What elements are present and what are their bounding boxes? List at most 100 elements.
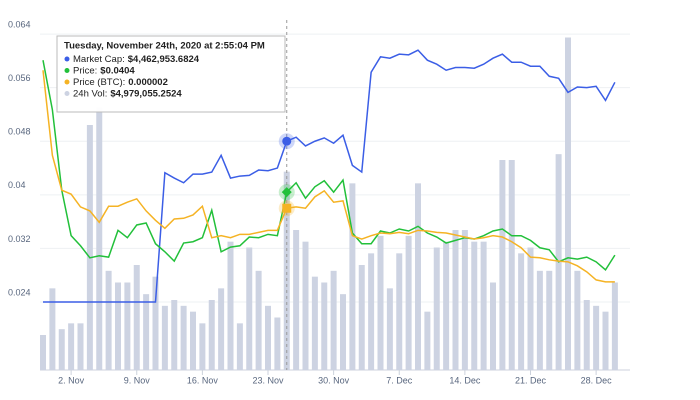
- volume-bar: [518, 253, 525, 370]
- volume-bar: [96, 107, 103, 370]
- y-tick-label: 0.04: [8, 180, 26, 190]
- volume-bar: [283, 171, 290, 370]
- volume-bar: [452, 230, 459, 370]
- tooltip-value: 0.000002: [128, 77, 168, 88]
- tooltip-dot: [64, 79, 70, 85]
- volume-bar: [49, 288, 56, 370]
- volume-bar: [349, 183, 356, 370]
- hover-point: [282, 136, 292, 146]
- volume-bar: [236, 323, 243, 370]
- volume-bar: [227, 241, 234, 370]
- volume-bar: [77, 323, 84, 370]
- tooltip-label: Price (BTC):: [73, 77, 125, 88]
- x-tick-label: 2. Nov: [58, 375, 85, 385]
- volume-bar: [199, 323, 206, 370]
- volume-bar: [105, 270, 112, 370]
- x-tick-label: 16. Nov: [187, 375, 219, 385]
- volume-bar: [358, 265, 365, 370]
- tooltip-title: Tuesday, November 24th, 2020 at 2:55:04 …: [64, 41, 265, 52]
- tooltip-value: $4,462,953.6824: [128, 54, 200, 65]
- volume-bar: [583, 300, 590, 370]
- x-tick-label: 30. Nov: [318, 375, 350, 385]
- tooltip-box: [56, 35, 286, 113]
- volume-bar: [527, 247, 534, 370]
- volume-bar: [246, 247, 253, 370]
- volume-bar: [152, 276, 159, 370]
- y-tick-label: 0.024: [8, 287, 31, 297]
- volume-bar: [396, 253, 403, 370]
- volume-bar: [86, 125, 93, 370]
- volume-bar: [602, 311, 609, 370]
- x-tick-label: 7. Dec: [386, 375, 413, 385]
- volume-bar: [68, 323, 75, 370]
- volume-bar: [377, 235, 384, 370]
- volume-bar: [133, 265, 140, 370]
- volume-bar: [461, 230, 468, 370]
- tooltip-value: $0.0404: [100, 65, 135, 76]
- x-tick-label: 21. Dec: [515, 375, 547, 385]
- hover-point: [281, 187, 292, 198]
- volume-bar: [265, 305, 271, 370]
- volume-bar: [415, 183, 421, 370]
- tooltip-label: 24h Vol:: [73, 88, 107, 99]
- x-tick-label: 28. Dec: [581, 375, 613, 385]
- volume-bar: [574, 270, 581, 370]
- volume-bar: [565, 37, 571, 370]
- y-tick-label: 0.064: [8, 19, 31, 29]
- volume-bar: [180, 305, 187, 370]
- volume-bar: [330, 270, 337, 370]
- volume-bar: [190, 311, 196, 370]
- volume-bar: [311, 276, 318, 370]
- volume-bar: [274, 317, 281, 370]
- line: [43, 49, 616, 303]
- tooltip-value: $4,979,055.2524: [110, 88, 182, 99]
- x-tick-label: 23. Nov: [252, 375, 284, 385]
- tooltip-label: Price:: [73, 65, 97, 76]
- volume-bar: [302, 241, 309, 370]
- y-tick-label: 0.056: [8, 73, 31, 83]
- volume-bar: [424, 311, 431, 370]
- tooltip: Tuesday, November 24th, 2020 at 2:55:04 …: [56, 35, 286, 113]
- volume-bar: [433, 247, 440, 370]
- y-tick-label: 0.048: [8, 127, 31, 137]
- volume-bar: [143, 294, 150, 370]
- volume-bar: [611, 282, 618, 370]
- volume-bar: [499, 160, 506, 370]
- volume-bar: [321, 282, 328, 370]
- volume-bar: [471, 241, 478, 370]
- volume-bar: [255, 270, 262, 370]
- volume-bar: [368, 253, 375, 370]
- hover-point: [282, 203, 292, 213]
- line: [42, 70, 615, 283]
- volume-bar: [40, 335, 46, 370]
- x-tick-label: 14. Dec: [449, 375, 481, 385]
- volume-bar: [171, 300, 178, 370]
- x-tick-label: 9. Nov: [124, 375, 151, 385]
- volume-bar: [386, 288, 393, 370]
- tooltip-dot: [64, 91, 70, 96]
- volume-bar: [218, 288, 225, 370]
- tooltip-row: Market Cap: $4,462,953.6824: [73, 54, 200, 65]
- tooltip-row: 24h Vol: $4,979,055.2524: [73, 88, 182, 99]
- volume-bar: [115, 282, 121, 370]
- volume-bar: [208, 300, 215, 370]
- tooltip-dot: [64, 68, 70, 73]
- volume-bar: [546, 270, 553, 370]
- volume-bar: [58, 329, 65, 370]
- volume-bar: [161, 305, 168, 370]
- tooltip-dot: [64, 56, 70, 62]
- volume-bar: [124, 282, 131, 370]
- y-tick-label: 0.032: [8, 234, 31, 244]
- volume-bar: [490, 282, 496, 370]
- tooltip-label: Market Cap:: [73, 54, 125, 65]
- volume-bar: [340, 294, 346, 370]
- volume-bar: [593, 305, 600, 370]
- volume-bar: [405, 235, 412, 370]
- tooltip-row: Price: $0.0404: [73, 65, 135, 76]
- volume-bar: [536, 270, 543, 370]
- volume-bar: [443, 241, 450, 370]
- volume-bar: [293, 230, 300, 370]
- volume-bar: [508, 160, 515, 370]
- tooltip-row: Price (BTC): 0.000002: [73, 77, 168, 88]
